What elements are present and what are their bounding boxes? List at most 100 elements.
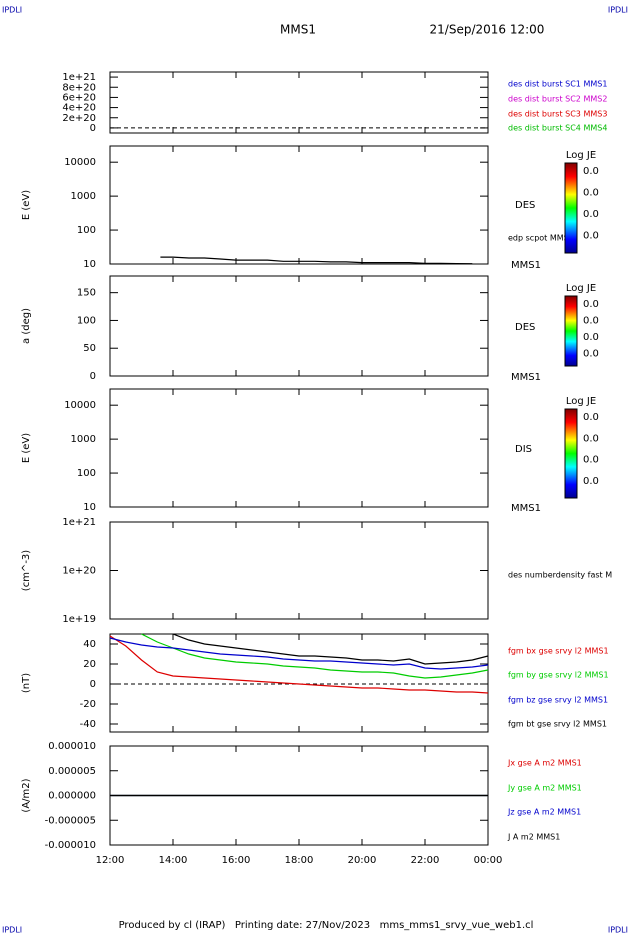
y-tick-label: 1000 — [71, 191, 96, 202]
colorbar-tick-label: 0.0 — [583, 332, 599, 343]
x-tick-label: 12:00 — [96, 855, 125, 866]
y-tick-label: -0.000010 — [45, 840, 96, 851]
colorbar-tick-label: 0.0 — [583, 166, 599, 177]
x-tick-label: 18:00 — [285, 855, 314, 866]
colorbar-tick-label: 0.0 — [583, 316, 599, 327]
y-tick-label: -20 — [80, 699, 96, 710]
y-axis-label: (nT) — [21, 673, 32, 693]
y-tick-label: 1e+20 — [62, 566, 96, 577]
legend-entry: fgm bx gse srvy l2 MMS1 — [508, 647, 609, 656]
y-tick-label: -40 — [80, 719, 96, 730]
side-label: DIS — [515, 444, 532, 455]
colorbar-tick-label: 0.0 — [583, 412, 599, 423]
panel-frame — [109, 521, 489, 620]
y-tick-label: 4e+20 — [62, 103, 96, 114]
legend-entry: des dist burst SC3 MMS3 — [508, 110, 607, 119]
y-axis-label: a (deg) — [21, 308, 32, 344]
y-tick-label: 100 — [77, 315, 96, 326]
panel-frame — [109, 275, 489, 377]
y-tick-label: 10 — [83, 502, 96, 513]
side-label: MMS1 — [511, 372, 541, 383]
logo: IPDLI — [2, 6, 22, 15]
y-tick-label: 50 — [83, 343, 96, 354]
y-tick-label: 0.000010 — [48, 741, 96, 752]
y-tick-label: 0 — [90, 679, 96, 690]
logo: IPDLI — [2, 926, 22, 934]
legend-entry: des dist burst SC2 MMS2 — [508, 95, 607, 104]
title: MMS1 — [280, 23, 316, 37]
x-tick-label: 14:00 — [159, 855, 188, 866]
y-tick-label: 2e+20 — [62, 113, 96, 124]
colorbar-tick-label: 0.0 — [583, 476, 599, 487]
legend-entry: des dist burst SC4 MMS4 — [508, 124, 607, 133]
panel-frame — [109, 388, 489, 508]
side-label: DES — [515, 322, 535, 333]
date: 21/Sep/2016 12:00 — [430, 23, 545, 37]
data-line — [109, 637, 489, 670]
data-line — [172, 633, 489, 665]
y-tick-label: 1000 — [71, 434, 96, 445]
y-tick-label: 1e+21 — [62, 517, 96, 528]
colorbar-label: Log JE — [566, 396, 596, 407]
y-tick-label: 0.000005 — [48, 766, 96, 777]
data-line — [109, 635, 489, 694]
colorbar-tick-label: 0.0 — [583, 299, 599, 310]
x-tick-label: 00:00 — [474, 855, 503, 866]
panel-frame — [109, 633, 489, 733]
y-tick-label: 20 — [83, 659, 96, 670]
legend-entry: Jy gse A m2 MMS1 — [507, 784, 582, 793]
y-tick-label: 100 — [77, 468, 96, 479]
side-label: MMS1 — [511, 260, 541, 271]
panel-frame — [109, 71, 489, 134]
y-tick-label: -0.000005 — [45, 815, 96, 826]
y-tick-label: 10000 — [64, 157, 96, 168]
legend-entry: fgm bt gse srvy l2 MMS1 — [508, 720, 607, 729]
y-axis-label: (cm^-3) — [21, 550, 32, 591]
colorbar-tick-label: 0.0 — [583, 188, 599, 199]
footer: Produced by cl (IRAP) Printing date: 27/… — [119, 920, 534, 931]
colorbar — [564, 408, 578, 499]
panel-frame — [109, 145, 489, 265]
colorbar-tick-label: 0.0 — [583, 433, 599, 444]
legend-entry: Jz gse A m2 MMS1 — [507, 808, 581, 817]
y-tick-label: 10000 — [64, 400, 96, 411]
y-tick-label: 1e+21 — [62, 72, 96, 83]
logo: IPDLI — [608, 6, 628, 15]
side-label: DES — [515, 200, 535, 211]
x-tick-label: 22:00 — [411, 855, 440, 866]
colorbar — [564, 295, 578, 367]
y-axis-label: E (eV) — [21, 190, 32, 220]
side-label: MMS1 — [511, 503, 541, 514]
x-tick-label: 20:00 — [348, 855, 377, 866]
colorbar-tick-label: 0.0 — [583, 455, 599, 466]
y-axis-label: E (eV) — [21, 433, 32, 463]
side-label: des numberdensity fast M — [508, 571, 612, 580]
y-tick-label: 10 — [83, 259, 96, 270]
y-tick-label: 150 — [77, 288, 96, 299]
data-line — [141, 633, 489, 679]
x-tick-label: 16:00 — [222, 855, 251, 866]
y-tick-label: 6e+20 — [62, 92, 96, 103]
colorbar-tick-label: 0.0 — [583, 209, 599, 220]
y-tick-label: 8e+20 — [62, 82, 96, 93]
legend-entry: fgm by gse srvy l2 MMS1 — [508, 671, 609, 680]
colorbar-label: Log JE — [566, 283, 596, 294]
logo: IPDLI — [608, 926, 628, 934]
legend-entry: edp scpot MMS1 — [508, 234, 574, 243]
colorbar — [564, 162, 578, 254]
colorbar-tick-label: 0.0 — [583, 231, 599, 242]
legend-entry: Jx gse A m2 MMS1 — [507, 759, 582, 768]
y-tick-label: 0.000000 — [48, 791, 96, 802]
legend-entry: fgm bz gse srvy l2 MMS1 — [508, 696, 608, 705]
legend-entry: des dist burst SC1 MMS1 — [508, 80, 607, 89]
y-axis-label: (A/m2) — [21, 778, 32, 812]
y-tick-label: 1e+19 — [62, 614, 96, 625]
y-tick-label: 0 — [90, 123, 96, 134]
colorbar-tick-label: 0.0 — [583, 349, 599, 360]
colorbar-label: Log JE — [566, 150, 596, 161]
y-tick-label: 40 — [83, 639, 96, 650]
y-tick-label: 0 — [90, 371, 96, 382]
y-tick-label: 100 — [77, 225, 96, 236]
data-line — [160, 256, 473, 265]
